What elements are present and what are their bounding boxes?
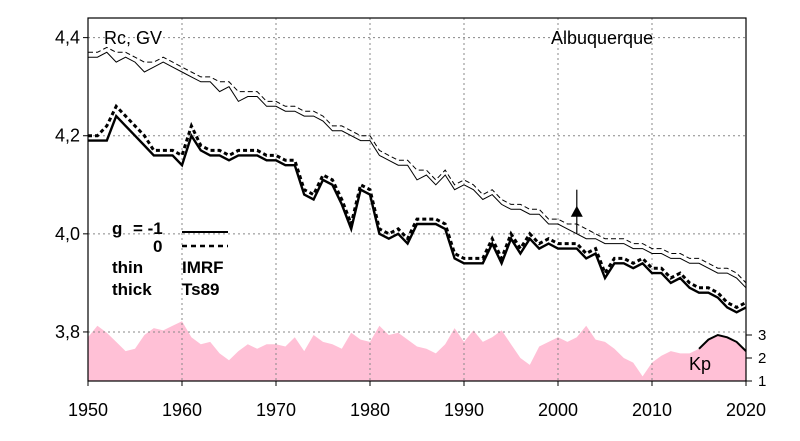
x-tick-label: 1990 [444,400,484,420]
legend-g-value-0: 0 [153,237,162,256]
x-tick-label: 1960 [162,400,202,420]
legend-g-label: g [112,219,122,238]
y-tick-label: 4,0 [55,224,80,244]
legend-g-value-1: = -1 [133,219,163,238]
legend-thick-model: Ts89 [182,280,220,299]
x-tick-label: 2010 [632,400,672,420]
y-tick-label: 4,2 [55,126,80,146]
x-tick-label: 1980 [350,400,390,420]
kp-label: Kp [689,354,711,374]
legend-thin-label: thin [112,258,143,277]
x-tick-label: 2020 [726,400,766,420]
kp-tick-label: 2 [758,350,766,367]
series-line-dashed-thin [88,46,747,284]
reference-point-marker [570,205,583,217]
y-axis-label: Rc, GV [104,28,162,48]
x-tick-label: 2000 [538,400,578,420]
legend-thin-model: IMRF [182,258,224,277]
kp-tick-label: 3 [758,327,766,344]
x-tick-label: 1970 [256,400,296,420]
kp-area [88,321,746,381]
y-tick-label: 4,4 [55,28,80,48]
y-tick-label: 3,8 [55,322,80,342]
series-line-solid-thick [88,113,747,314]
series-line-dotted-thick [88,103,747,310]
x-tick-label: 1950 [68,400,108,420]
series-line-solid-thin [88,51,747,289]
station-label: Albuquerque [551,28,653,48]
kp-outline [698,333,747,352]
plot-frame [87,17,747,382]
legend-thick-label: thick [112,280,152,299]
kp-tick-label: 1 [758,373,766,390]
